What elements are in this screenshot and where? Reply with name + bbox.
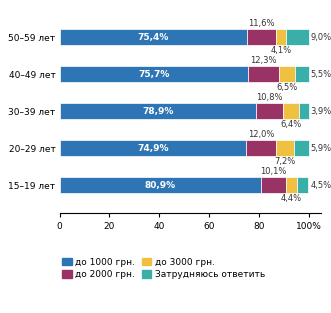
Bar	[261, 177, 286, 193]
Text: 4,5%: 4,5%	[310, 181, 331, 190]
Bar	[294, 140, 308, 156]
Bar	[60, 177, 261, 193]
Text: 11,6%: 11,6%	[249, 19, 275, 28]
Bar	[286, 177, 297, 193]
Bar	[299, 103, 308, 119]
Text: 12,0%: 12,0%	[248, 130, 274, 139]
Text: 5,5%: 5,5%	[310, 69, 331, 79]
Text: 75,7%: 75,7%	[138, 69, 169, 79]
Text: 12,3%: 12,3%	[250, 56, 277, 65]
Text: 3,9%: 3,9%	[310, 107, 331, 115]
Bar	[247, 29, 276, 45]
Bar	[60, 29, 247, 45]
Text: 80,9%: 80,9%	[145, 181, 176, 190]
Bar	[246, 140, 276, 156]
Legend: до 1000 грн., до 2000 грн., до 3000 грн., Затрудняюсь ответить: до 1000 грн., до 2000 грн., до 3000 грн.…	[59, 254, 269, 283]
Text: 75,4%: 75,4%	[138, 33, 169, 42]
Bar	[286, 29, 309, 45]
Bar	[60, 140, 246, 156]
Text: 10,1%: 10,1%	[260, 167, 287, 176]
Text: 6,5%: 6,5%	[276, 83, 298, 92]
Text: 78,9%: 78,9%	[142, 107, 173, 115]
Bar	[295, 66, 308, 82]
Bar	[279, 66, 295, 82]
Text: 9,0%: 9,0%	[311, 33, 331, 42]
Bar	[248, 66, 279, 82]
Bar	[283, 103, 299, 119]
Text: 10,8%: 10,8%	[256, 93, 283, 102]
Text: 7,2%: 7,2%	[274, 157, 296, 166]
Bar	[60, 66, 248, 82]
Bar	[60, 103, 256, 119]
Text: 74,9%: 74,9%	[137, 144, 168, 153]
Text: 5,9%: 5,9%	[310, 144, 331, 153]
Text: 4,4%: 4,4%	[281, 194, 302, 203]
Bar	[256, 103, 283, 119]
Bar	[276, 140, 294, 156]
Text: 6,4%: 6,4%	[280, 120, 302, 129]
Bar	[297, 177, 308, 193]
Bar	[276, 29, 286, 45]
Text: 4,1%: 4,1%	[271, 46, 292, 55]
